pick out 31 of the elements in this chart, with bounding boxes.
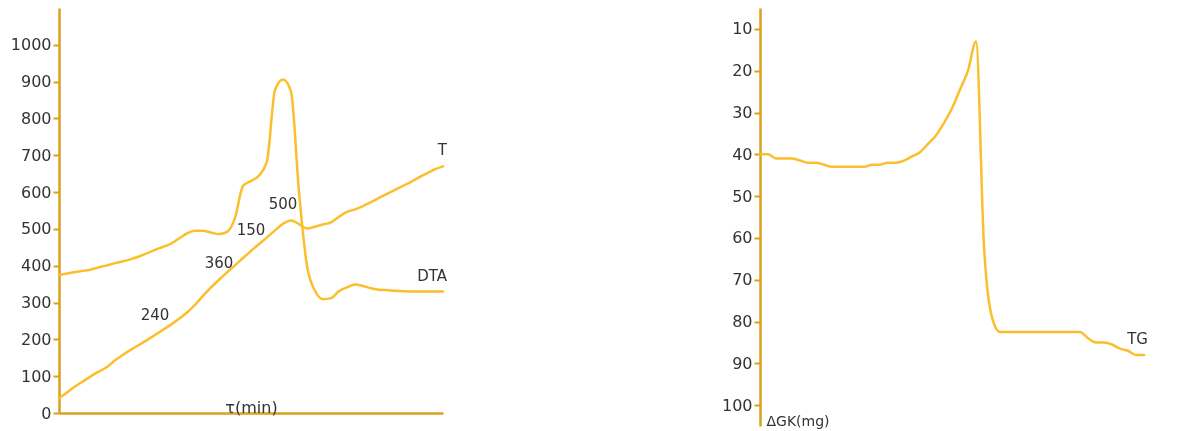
annotation: 240 xyxy=(140,305,170,324)
y-tick-label: 800 xyxy=(20,108,52,128)
y-tick-label: 400 xyxy=(20,256,52,276)
annotation: 150 xyxy=(236,221,266,239)
y-tick-label: 20 xyxy=(732,61,753,81)
y-tick-label: 30 xyxy=(732,103,753,122)
y-tick-label: 80 xyxy=(732,312,753,331)
line-series xyxy=(758,40,1146,357)
y-tick-label: 90 xyxy=(732,353,753,373)
x-axis-title: τ(min) xyxy=(225,397,278,417)
y-tick-label: 10 xyxy=(732,19,753,39)
y-tick-label: 50 xyxy=(732,186,753,206)
y-tick-label: 200 xyxy=(20,329,52,349)
y-tick-label: 100 xyxy=(20,366,52,386)
y-tick-label: 100 xyxy=(721,395,753,415)
y-tick-label: 70 xyxy=(732,270,753,290)
y-tick-label: 0 xyxy=(41,403,52,423)
y-tick-label: 500 xyxy=(20,219,52,239)
y-axis-title: ΔGK(mg) xyxy=(766,412,830,429)
y-tick-label: 40 xyxy=(732,144,753,164)
annotation: 360 xyxy=(204,254,234,273)
series-label: TG xyxy=(1126,329,1148,348)
y-tick-label: 900 xyxy=(20,72,52,92)
y-tick-label: 700 xyxy=(20,145,52,165)
y-tick-label: 600 xyxy=(20,182,52,202)
y-tick-label: 300 xyxy=(20,293,52,313)
series-label: DTA xyxy=(417,266,448,285)
annotation: 500 xyxy=(268,195,298,214)
series-label: T xyxy=(436,141,448,160)
y-tick-label: 60 xyxy=(732,228,753,248)
y-tick-label: 1000 xyxy=(10,35,52,55)
